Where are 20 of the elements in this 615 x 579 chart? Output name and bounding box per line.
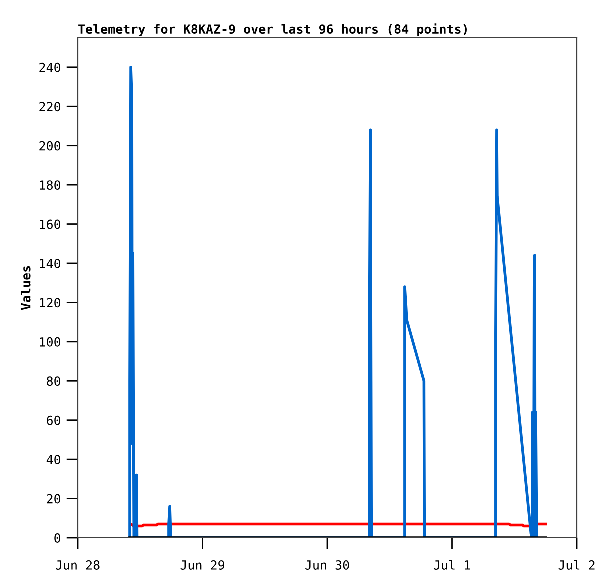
x-tick-label: Jul 1: [434, 560, 470, 570]
y-axis-title: Values: [21, 266, 31, 310]
y-tick-label: 160: [40, 220, 61, 230]
y-tick-label: 220: [40, 102, 61, 112]
x-tick-label: Jun 29: [180, 560, 224, 570]
chart-title: Telemetry for K8KAZ-9 over last 96 hours (84 points): [78, 24, 467, 36]
y-tick-label: 80: [47, 376, 61, 386]
y-tick-label: 40: [46, 455, 61, 465]
y-tick-label: 200: [40, 141, 61, 151]
y-tick-label: 140: [40, 258, 61, 268]
x-tick-label: Jun 28: [56, 560, 100, 570]
y-tick-label: 240: [40, 62, 61, 72]
y-tick-label: 120: [40, 298, 61, 308]
y-tick-label: 20: [47, 494, 61, 504]
y-tick-label: 0: [54, 534, 61, 543]
y-tick-label: 100: [40, 337, 61, 347]
y-tick-label: 180: [40, 180, 61, 190]
x-tick-label: Jun 30: [306, 560, 350, 570]
y-tick-label: 60: [47, 416, 61, 426]
x-tick-label: Jul 2: [558, 560, 595, 570]
